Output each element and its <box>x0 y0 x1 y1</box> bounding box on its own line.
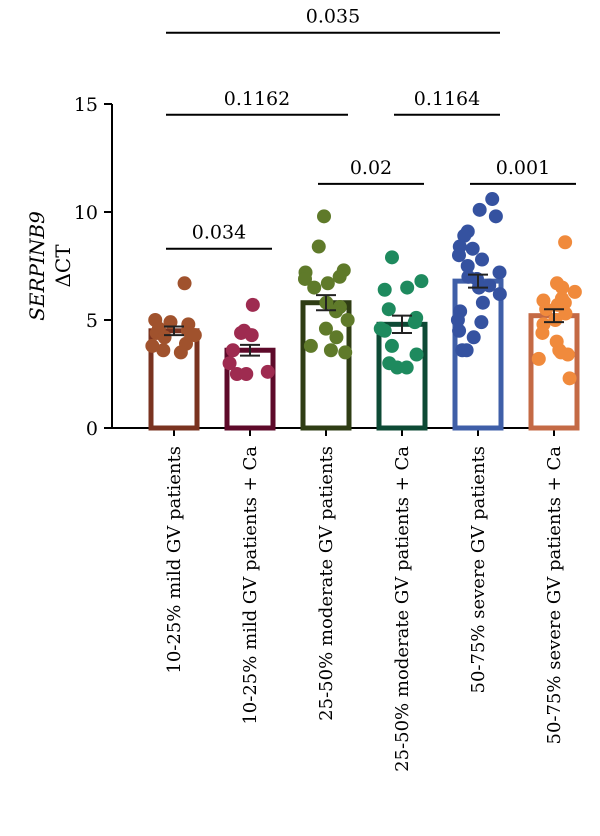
data-point <box>329 330 344 345</box>
data-point <box>156 343 171 358</box>
data-point <box>320 276 335 291</box>
data-point <box>260 364 275 379</box>
category-labels: 10-25% mild GV patients 10-25% mild GV pa… <box>164 446 565 772</box>
data-point <box>297 271 312 286</box>
data-point <box>409 347 424 362</box>
data-point <box>558 235 573 250</box>
data-point <box>173 345 188 360</box>
category-label: 50-75% severe GV patients + Ca <box>544 446 565 745</box>
y-tick-label: 15 <box>74 94 98 116</box>
data-point <box>466 330 481 345</box>
significance-brackets: 0.034 0.02 0.001 0.1162 0.1164 0.035 <box>166 6 576 250</box>
data-point <box>485 192 500 207</box>
data-point <box>488 209 503 224</box>
p-value-label: 0.035 <box>306 6 360 28</box>
category-label: 10-25% mild GV patients + Ca <box>240 446 261 725</box>
data-point <box>377 282 392 297</box>
data-point <box>377 323 392 338</box>
data-point <box>338 345 353 360</box>
category-label: 25-50% moderate GV patients <box>316 446 337 721</box>
data-point <box>472 202 487 217</box>
data-point <box>535 325 550 340</box>
data-point <box>567 284 582 299</box>
data-point <box>400 280 415 295</box>
data-point <box>531 351 546 366</box>
p-value-label: 0.001 <box>496 157 550 179</box>
data-point <box>399 360 414 375</box>
error-bars <box>164 273 564 357</box>
y-tick-label: 0 <box>86 418 98 440</box>
data-point <box>239 367 254 381</box>
data-point <box>384 338 399 353</box>
data-point <box>245 297 260 312</box>
data-point <box>323 343 338 358</box>
bar-4 <box>376 321 428 431</box>
data-point <box>329 304 344 319</box>
data-point <box>177 276 192 291</box>
data-point <box>474 315 489 330</box>
data-point <box>451 248 466 263</box>
data-point <box>381 302 396 317</box>
data-point <box>475 295 490 310</box>
data-points <box>145 192 582 386</box>
data-point <box>303 338 318 353</box>
y-tick-label: 10 <box>74 202 98 224</box>
data-point <box>492 265 507 280</box>
data-point <box>407 315 422 330</box>
data-point <box>475 252 490 267</box>
data-point <box>452 323 467 338</box>
data-point <box>244 328 259 343</box>
p-value-label: 0.1164 <box>414 88 480 110</box>
data-point <box>548 313 563 327</box>
data-point <box>457 228 472 243</box>
data-point <box>187 328 202 343</box>
y-axis-label-unit: ΔCT <box>51 244 75 288</box>
data-point <box>555 280 570 295</box>
data-point <box>145 338 160 353</box>
category-label: 25-50% moderate GV patients + Ca <box>392 446 413 772</box>
data-point <box>225 343 240 358</box>
data-point <box>492 287 507 302</box>
data-point <box>340 313 355 327</box>
data-point <box>307 280 322 295</box>
category-label: 10-25% mild GV patients <box>164 446 185 674</box>
y-axis-label-gene: SERPINB9 <box>25 211 49 321</box>
data-point <box>560 347 575 362</box>
data-point <box>318 321 333 336</box>
category-label: 50-75% severe GV patients <box>468 446 489 693</box>
data-point <box>384 250 399 265</box>
data-point <box>450 313 465 327</box>
data-point <box>157 330 172 345</box>
p-value-label: 0.1162 <box>224 88 290 110</box>
data-point <box>317 209 332 224</box>
data-point <box>222 356 237 371</box>
data-point <box>459 343 474 358</box>
data-point <box>332 269 347 284</box>
data-point <box>414 274 429 289</box>
p-value-label: 0.034 <box>192 222 246 244</box>
data-point <box>311 239 326 254</box>
y-tick-label: 5 <box>86 310 98 332</box>
bars <box>148 278 580 431</box>
data-point <box>562 371 577 386</box>
data-point <box>234 325 249 340</box>
p-value-label: 0.02 <box>350 157 392 179</box>
y-axis-label: SERPINB9 ΔCT <box>25 211 75 321</box>
data-point <box>465 241 480 256</box>
data-point <box>460 259 475 273</box>
